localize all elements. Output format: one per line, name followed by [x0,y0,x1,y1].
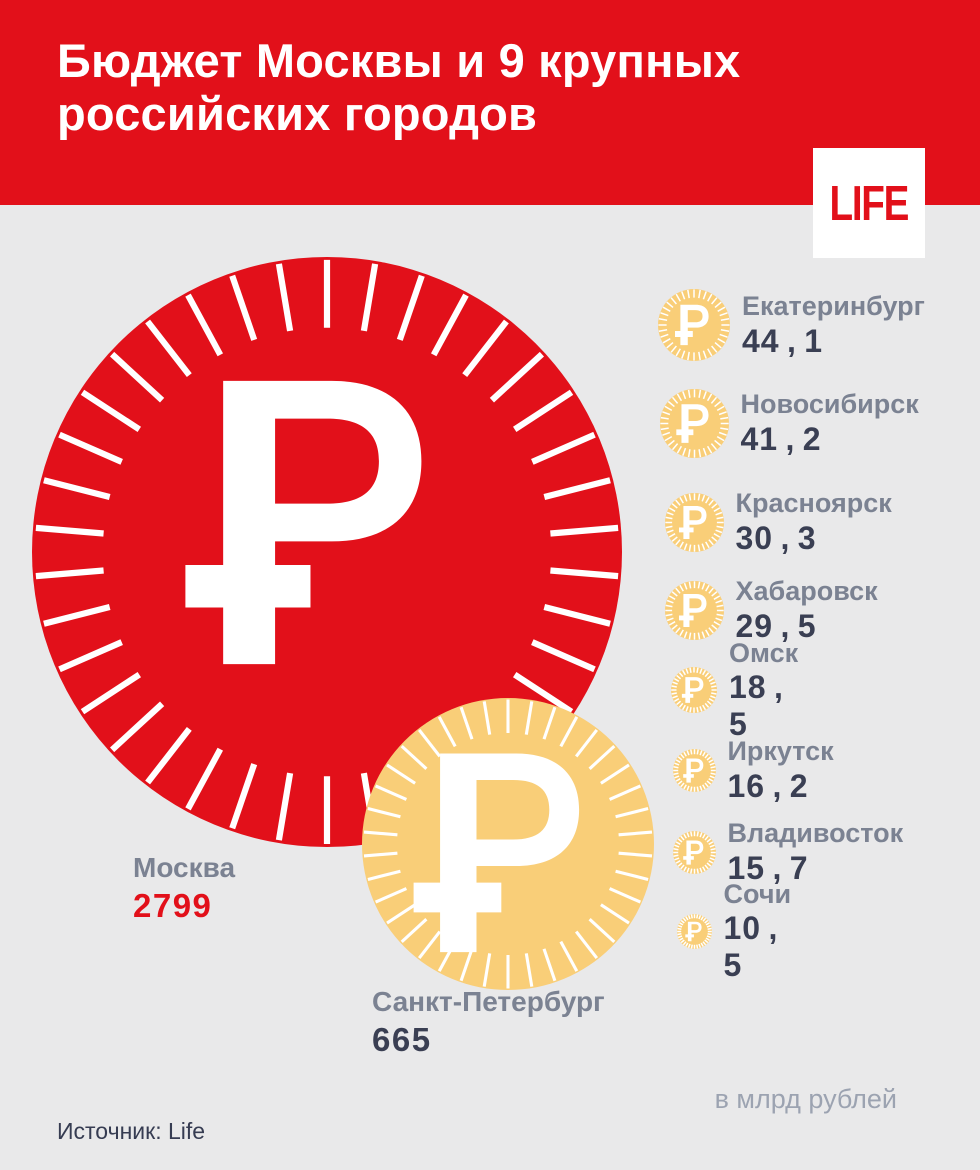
city-name: Владивосток [727,818,904,849]
page-title-line-1: Бюджет Москвы и 9 крупных [57,34,741,87]
city-value: 41 , 2 [740,420,822,457]
coin-graphic [362,698,654,990]
life-logo-text: LIFE [829,175,910,231]
city-name: Екатеринбург [742,291,925,322]
header-banner: Бюджет Москвы и 9 крупных российских гор… [0,0,980,205]
city-coin [671,667,717,713]
city-coin [658,289,730,361]
ruble-sign-icon [682,758,703,783]
city-coin [659,388,729,458]
list-item: Иркутск 16 , 2 [650,724,834,816]
source-note: Источник: Life [57,1118,206,1144]
city-name: Новосибирск [740,389,919,420]
city-value: 665 [372,1021,432,1059]
ruble-sign-icon [185,380,422,665]
city-value: 16 , 2 [727,767,809,804]
city-name: Хабаровск [735,576,878,607]
coin-graphic [664,580,724,640]
city-coin [676,913,712,949]
city-value: 29 , 5 [735,607,817,644]
moscow-coin [32,257,622,847]
moscow-label: Москва 2799 [133,852,235,925]
ruble-sign-icon [678,505,706,539]
city-coin [672,748,716,792]
city-coin [664,492,724,552]
list-item: Омск 18 , 5 [650,638,798,742]
city-value: 15 , 7 [727,849,809,886]
city-name: Сочи [723,879,792,910]
ruble-sign-icon [675,304,709,346]
ruble-sign-icon [678,593,706,627]
list-item: Сочи 10 , 5 [650,879,791,983]
city-name: Иркутск [727,736,834,767]
list-item: Хабаровск 29 , 5 [650,564,878,656]
city-value: 10 , 5 [723,910,786,984]
ruble-sign-icon [413,753,580,953]
coin-graphic [32,257,622,847]
page-title-line-2: российских городов [57,87,538,141]
city-name: Омск [729,638,799,669]
city-value: 18 , 5 [729,669,792,743]
coin-graphic [672,830,716,874]
list-item: Екатеринбург 44 , 1 [650,279,925,371]
coin-graphic [658,289,730,361]
ruble-sign-icon [681,677,704,703]
list-item: Красноярск 30 , 3 [650,476,892,568]
list-item: Владивосток 15 , 7 [650,806,903,898]
coin-graphic [664,492,724,552]
city-name: Санкт-Петербург [372,986,605,1017]
ruble-sign-icon [684,921,702,941]
unit-note: в млрд рублей [714,1084,897,1114]
list-item: Новосибирск 41 , 2 [650,377,919,469]
city-coin [672,830,716,874]
page-title: Бюджет Москвы и 9 крупных российских гор… [0,0,980,140]
coin-graphic [659,388,729,458]
coin-graphic [676,913,712,949]
spb-coin [362,698,654,990]
city-value: 30 , 3 [735,519,817,556]
city-name: Москва [133,852,236,883]
spb-label: Санкт-Петербург 665 [372,986,605,1059]
city-value: 2799 [133,887,213,925]
city-coin [664,580,724,640]
city-value: 44 , 1 [742,322,824,359]
coin-graphic [672,748,716,792]
life-logo: LIFE [813,148,925,258]
coin-graphic [671,667,717,713]
city-name: Красноярск [735,488,892,519]
ruble-sign-icon [675,403,708,443]
ruble-sign-icon [682,840,703,865]
